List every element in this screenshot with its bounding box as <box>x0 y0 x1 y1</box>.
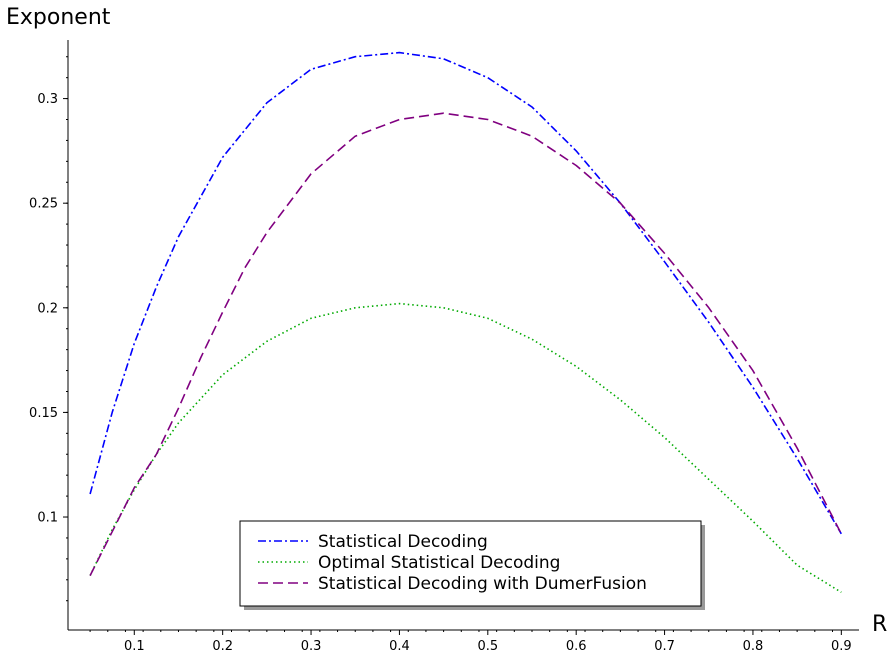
x-axis-label: R <box>872 612 887 637</box>
y-tick-label: 0.1 <box>37 511 58 526</box>
x-tick-label: 0.6 <box>566 639 587 654</box>
x-tick-label: 0.3 <box>301 639 322 654</box>
x-tick-label: 0.1 <box>124 639 145 654</box>
x-tick-label: 0.7 <box>654 639 675 654</box>
legend-label: Statistical Decoding with DumerFusion <box>318 574 647 594</box>
y-tick-label: 0.25 <box>29 197 58 212</box>
y-tick-label: 0.15 <box>29 406 58 421</box>
series-line-2 <box>89 302 842 593</box>
x-tick-label: 0.9 <box>831 639 852 654</box>
axes: 0.1 0.2 0.3 0.4 0.5 0.6 0.7 0.8 0.9 0.1 0.15 0.2 0.2… <box>29 40 859 654</box>
legend-label: Optimal Statistical Decoding <box>318 553 560 573</box>
x-tick-label: 0.2 <box>212 639 233 654</box>
legend-label: Statistical Decoding <box>318 532 488 552</box>
series-line-1 <box>89 51 842 535</box>
y-tick-label: 0.2 <box>37 301 58 316</box>
x-tick-label: 0.8 <box>743 639 764 654</box>
series-line-3 <box>89 112 843 576</box>
legend-box <box>239 520 702 607</box>
y-tick-label: 0.3 <box>37 92 58 107</box>
x-tick-label: 0.5 <box>477 639 498 654</box>
y-axis-label: Exponent <box>6 5 111 30</box>
series-layer <box>89 51 843 593</box>
x-tick-label: 0.4 <box>389 639 410 654</box>
